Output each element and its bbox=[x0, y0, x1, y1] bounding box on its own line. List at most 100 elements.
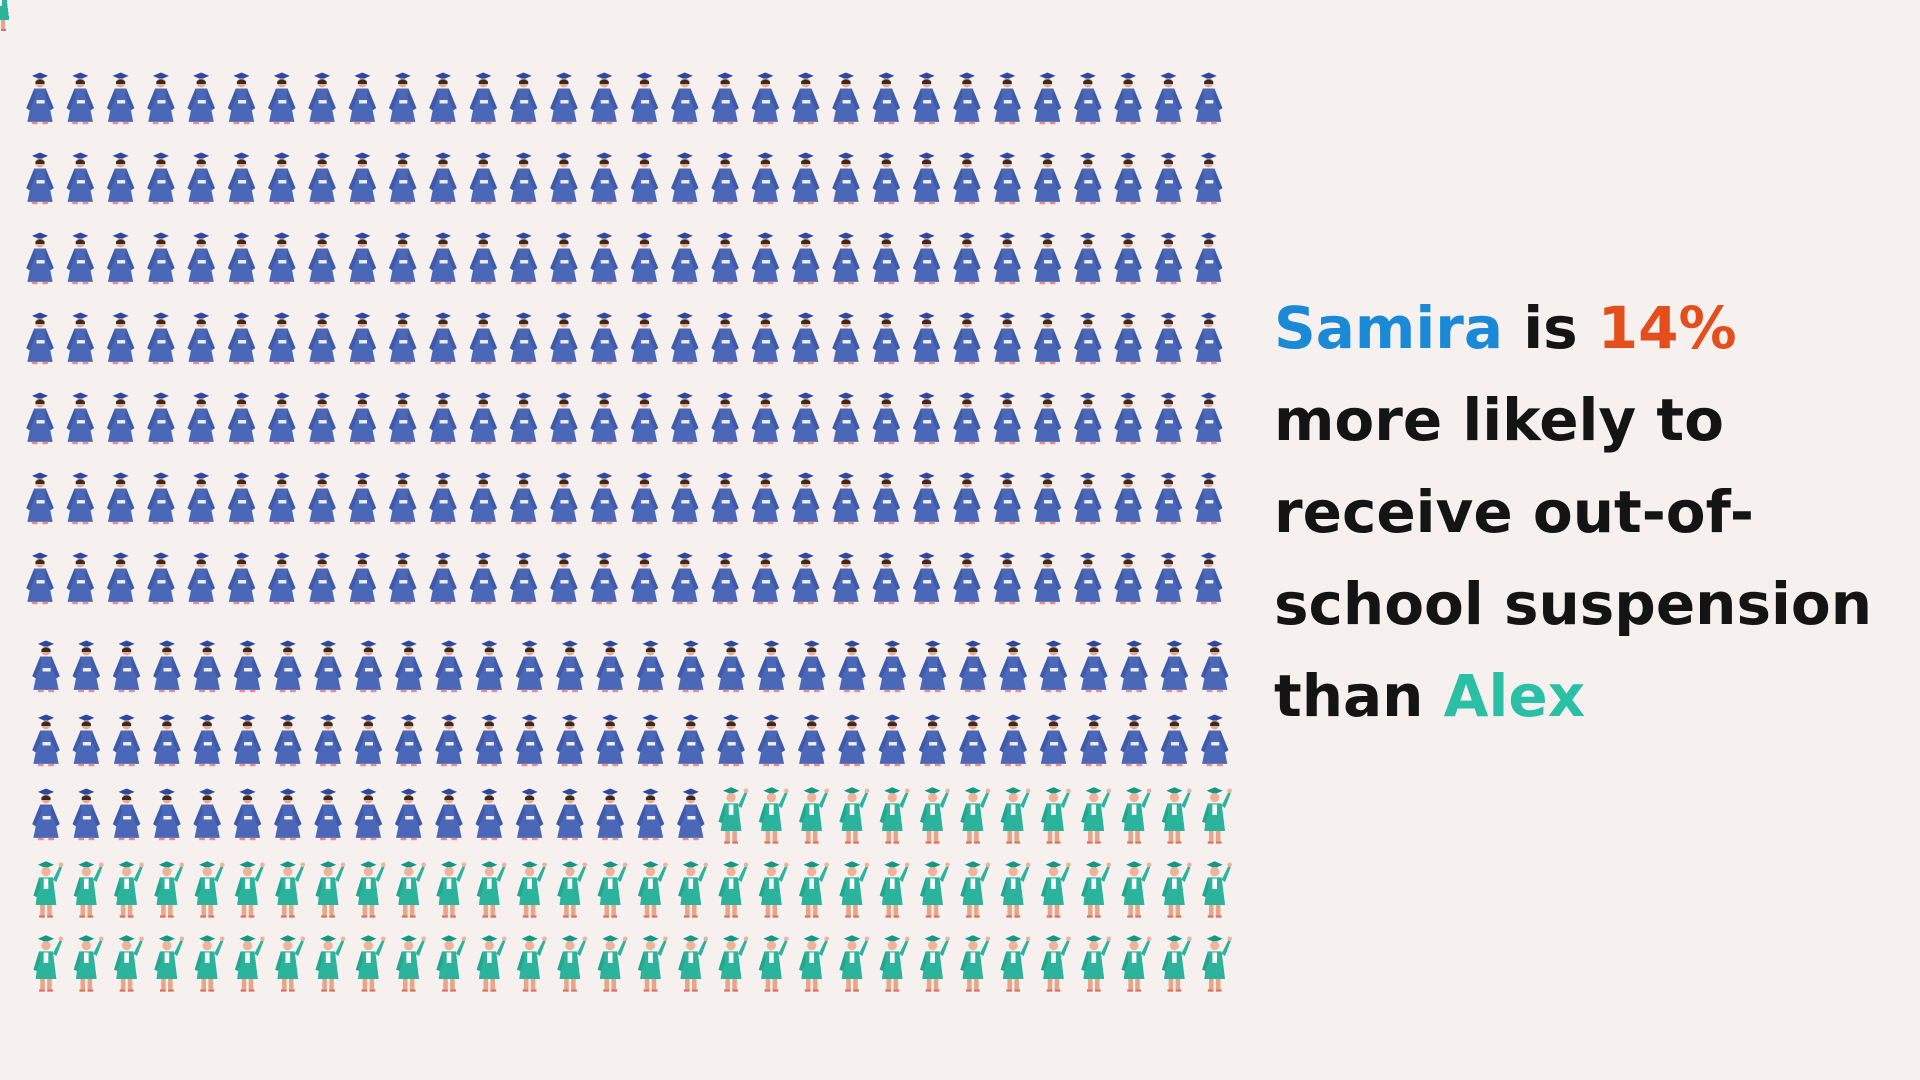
graduate-teal-icon bbox=[678, 935, 709, 992]
graduate-blue-icon bbox=[32, 714, 60, 767]
graduate-teal-icon bbox=[1040, 935, 1071, 992]
graduate-blue-icon bbox=[153, 714, 181, 767]
graduate-blue-icon bbox=[751, 152, 780, 205]
graduate-blue-icon bbox=[475, 640, 504, 693]
graduate-blue-icon bbox=[1080, 714, 1108, 767]
comparison-name: Alex bbox=[1443, 662, 1586, 730]
subject-name: Samira bbox=[1274, 294, 1503, 362]
graduate-teal-icon bbox=[597, 935, 628, 992]
graduate-blue-icon bbox=[112, 714, 141, 767]
graduate-blue-icon bbox=[32, 788, 60, 841]
graduate-blue-icon bbox=[751, 472, 780, 525]
graduate-teal-icon bbox=[396, 935, 426, 992]
graduate-teal-icon bbox=[436, 861, 467, 918]
graduate-blue-icon bbox=[832, 392, 860, 445]
graduate-blue-icon bbox=[1154, 552, 1183, 605]
graduate-blue-icon bbox=[1074, 72, 1102, 125]
graduate-blue-icon bbox=[147, 472, 175, 525]
graduate-blue-icon bbox=[308, 472, 336, 525]
graduate-blue-icon bbox=[348, 232, 377, 285]
graduate-blue-icon bbox=[1033, 232, 1062, 285]
graduate-teal-icon bbox=[1000, 787, 1031, 844]
headline-line-2: more likely to bbox=[1274, 386, 1724, 454]
graduate-blue-icon bbox=[274, 788, 302, 841]
headline-is: is bbox=[1523, 294, 1578, 362]
graduate-blue-icon bbox=[227, 312, 256, 365]
graduate-blue-icon bbox=[429, 312, 457, 365]
graduate-teal-icon bbox=[718, 787, 749, 844]
graduate-blue-icon bbox=[1154, 392, 1183, 445]
graduate-blue-icon bbox=[1074, 312, 1102, 365]
graduate-blue-icon bbox=[791, 312, 820, 365]
graduate-teal-icon bbox=[1121, 861, 1152, 918]
graduate-blue-icon bbox=[1120, 640, 1148, 693]
graduate-blue-icon bbox=[227, 232, 256, 285]
graduate-blue-icon bbox=[469, 472, 498, 525]
graduate-teal-icon bbox=[1000, 935, 1031, 992]
graduate-blue-icon bbox=[912, 392, 941, 445]
graduate-blue-icon bbox=[636, 788, 665, 841]
graduate-blue-icon bbox=[953, 552, 981, 605]
graduate-teal-icon bbox=[154, 861, 185, 918]
graduate-blue-icon bbox=[394, 714, 423, 767]
graduate-blue-icon bbox=[66, 472, 95, 525]
graduate-blue-icon bbox=[66, 392, 95, 445]
graduate-blue-icon bbox=[66, 72, 95, 125]
graduate-blue-icon bbox=[791, 392, 820, 445]
graduate-blue-icon bbox=[872, 392, 901, 445]
graduate-teal-icon bbox=[919, 861, 950, 918]
percent-value: 14% bbox=[1597, 294, 1737, 362]
graduate-blue-icon bbox=[233, 640, 262, 693]
graduate-blue-icon bbox=[953, 472, 981, 525]
graduate-blue-icon bbox=[187, 392, 215, 445]
graduate-blue-icon bbox=[469, 312, 498, 365]
graduate-teal-icon bbox=[597, 861, 628, 918]
graduate-teal-icon bbox=[1121, 787, 1152, 844]
graduate-blue-icon bbox=[314, 714, 342, 767]
graduate-blue-icon bbox=[26, 232, 54, 285]
graduate-blue-icon bbox=[677, 788, 705, 841]
graduate-teal-icon bbox=[799, 935, 829, 992]
graduate-blue-icon bbox=[1114, 232, 1142, 285]
graduate-blue-icon bbox=[550, 72, 578, 125]
graduate-blue-icon bbox=[348, 312, 377, 365]
graduate-blue-icon bbox=[348, 72, 377, 125]
graduate-teal-icon bbox=[919, 935, 950, 992]
graduate-blue-icon bbox=[106, 392, 135, 445]
graduate-blue-icon bbox=[912, 232, 941, 285]
graduate-blue-icon bbox=[1039, 714, 1068, 767]
graduate-blue-icon bbox=[394, 788, 423, 841]
graduate-blue-icon bbox=[872, 552, 901, 605]
graduate-blue-icon bbox=[550, 392, 578, 445]
graduate-teal-icon bbox=[1161, 861, 1192, 918]
graduate-blue-icon bbox=[993, 312, 1021, 365]
graduate-blue-icon bbox=[509, 472, 538, 525]
graduate-blue-icon bbox=[429, 152, 457, 205]
graduate-blue-icon bbox=[872, 312, 901, 365]
graduate-blue-icon bbox=[469, 72, 498, 125]
graduate-blue-icon bbox=[72, 714, 101, 767]
graduate-blue-icon bbox=[1114, 72, 1142, 125]
graduate-blue-icon bbox=[1074, 232, 1102, 285]
graduate-teal-icon bbox=[275, 935, 306, 992]
graduate-blue-icon bbox=[26, 152, 54, 205]
graduate-blue-icon bbox=[147, 312, 175, 365]
graduate-blue-icon bbox=[671, 152, 699, 205]
graduate-blue-icon bbox=[959, 714, 987, 767]
graduate-blue-icon bbox=[26, 472, 54, 525]
graduate-blue-icon bbox=[630, 72, 659, 125]
graduate-blue-icon bbox=[227, 72, 256, 125]
graduate-blue-icon bbox=[1160, 714, 1189, 767]
graduate-teal-icon bbox=[0, 0, 15, 31]
graduate-blue-icon bbox=[388, 312, 417, 365]
graduate-blue-icon bbox=[26, 552, 54, 605]
graduate-blue-icon bbox=[26, 312, 54, 365]
graduate-blue-icon bbox=[469, 552, 498, 605]
graduate-blue-icon bbox=[711, 72, 739, 125]
graduate-blue-icon bbox=[1154, 232, 1183, 285]
graduate-teal-icon bbox=[919, 787, 950, 844]
graduate-blue-icon bbox=[596, 640, 624, 693]
graduate-blue-icon bbox=[66, 552, 95, 605]
graduate-blue-icon bbox=[268, 312, 296, 365]
graduate-blue-icon bbox=[999, 714, 1027, 767]
